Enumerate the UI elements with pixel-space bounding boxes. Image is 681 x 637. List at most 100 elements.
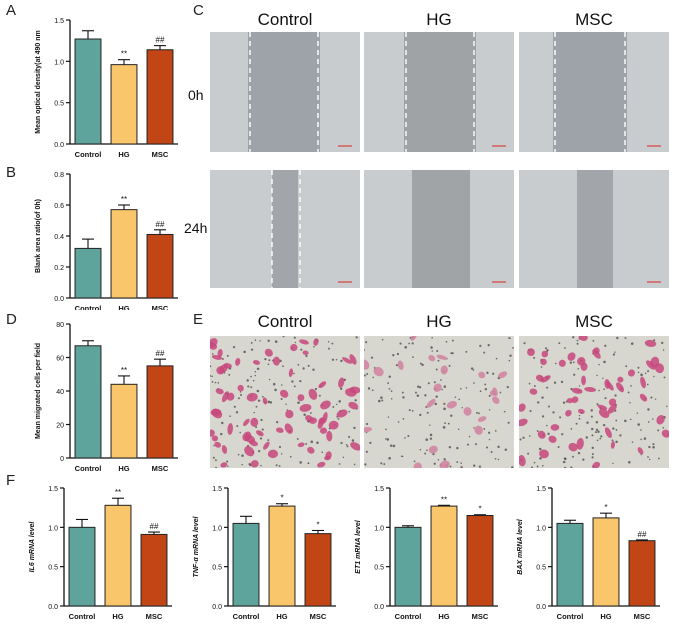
- y-tick-label: 0.5: [212, 565, 222, 572]
- membrane-pore: [371, 389, 374, 392]
- stained-cell: [413, 462, 422, 468]
- bar-msc: [146, 365, 174, 459]
- membrane-pore: [484, 388, 488, 391]
- membrane-pore: [227, 465, 229, 468]
- stained-cell: [227, 423, 233, 435]
- membrane-pore: [285, 403, 287, 406]
- membrane-pore: [615, 419, 618, 422]
- stained-cell: [264, 348, 273, 357]
- stained-cell: [235, 358, 241, 366]
- stained-cell: [250, 460, 259, 468]
- x-tick-label: Control: [233, 612, 260, 621]
- membrane-pore: [348, 410, 351, 413]
- membrane-pore: [259, 437, 263, 440]
- membrane-pore: [250, 341, 253, 344]
- stained-cell: [319, 427, 328, 434]
- bar-hg: [268, 505, 296, 607]
- stained-cell: [326, 430, 333, 442]
- bar-hg: [430, 505, 458, 607]
- membrane-pore: [433, 462, 436, 465]
- membrane-pore: [246, 379, 249, 382]
- membrane-pore: [305, 354, 308, 358]
- membrane-pore: [591, 456, 594, 459]
- scratch-micrograph-msc-0h: [519, 32, 669, 152]
- membrane-pore: [666, 405, 668, 407]
- stained-cell: [320, 400, 331, 410]
- y-tick-label: 0.0: [536, 604, 546, 611]
- membrane-pore: [419, 413, 422, 417]
- membrane-pore: [454, 396, 457, 398]
- membrane-pore: [512, 346, 514, 349]
- membrane-pore: [499, 391, 502, 394]
- membrane-pore: [419, 362, 422, 365]
- membrane-pore: [483, 351, 486, 354]
- membrane-pore: [557, 446, 560, 449]
- membrane-pore: [226, 354, 229, 357]
- membrane-pore: [595, 428, 599, 432]
- membrane-pore: [506, 385, 509, 389]
- membrane-pore: [591, 453, 594, 456]
- stained-cell: [577, 357, 586, 366]
- membrane-pore: [612, 462, 614, 465]
- membrane-pore: [214, 459, 217, 462]
- stained-cell: [308, 388, 318, 400]
- bar-control: [556, 522, 584, 607]
- stained-cell: [219, 364, 228, 373]
- membrane-pore: [616, 336, 619, 340]
- y-axis-title: TNF-α mRNA level: [193, 516, 200, 578]
- membrane-pore: [468, 435, 471, 438]
- stained-cell: [519, 455, 526, 467]
- y-tick-label: 40: [56, 389, 64, 396]
- membrane-pore: [442, 426, 446, 429]
- membrane-pore: [221, 421, 224, 425]
- membrane-pore: [370, 356, 374, 359]
- stained-cell: [364, 427, 373, 433]
- membrane-pore: [572, 336, 575, 339]
- stained-cell: [297, 442, 305, 448]
- membrane-pore: [466, 443, 470, 446]
- y-tick-label: 1.5: [48, 486, 58, 493]
- panel-e-col-msc: MSC: [575, 312, 613, 331]
- stained-cell: [548, 435, 557, 443]
- membrane-pore: [364, 463, 367, 466]
- membrane-pore: [611, 439, 614, 442]
- x-tick-label: Control: [75, 150, 102, 159]
- membrane-pore: [355, 336, 358, 339]
- bar-control: [74, 345, 102, 459]
- stained-cell: [342, 357, 352, 364]
- stained-cell: [244, 446, 255, 457]
- membrane-pore: [340, 359, 343, 363]
- membrane-pore: [433, 381, 436, 384]
- stained-cell: [324, 455, 331, 461]
- membrane-pore: [256, 389, 260, 393]
- membrane-pore: [267, 400, 271, 404]
- panel-letter-d: D: [6, 311, 17, 328]
- membrane-pore: [387, 416, 390, 418]
- significance-mark: **: [121, 366, 127, 375]
- membrane-pore: [614, 394, 617, 397]
- stained-cell: [426, 398, 436, 408]
- membrane-pore: [448, 446, 452, 449]
- membrane-pore: [657, 429, 660, 432]
- membrane-pore: [592, 339, 595, 342]
- x-tick-label: MSC: [152, 464, 169, 473]
- membrane-pore: [381, 338, 384, 341]
- stained-cell: [637, 447, 644, 455]
- membrane-pore: [236, 425, 239, 428]
- membrane-pore: [274, 388, 277, 392]
- x-tick-label: HG: [118, 304, 129, 310]
- bar-control: [394, 526, 422, 607]
- chart-f-bax: 0.0 0.5 1.0 1.5 BAX mRNA level Control * HG ## MS…: [517, 486, 660, 621]
- membrane-pore: [211, 381, 214, 383]
- panel-e-col-control: Control: [257, 312, 313, 331]
- membrane-pore: [475, 443, 478, 446]
- x-tick-label: MSC: [152, 304, 169, 310]
- membrane-pore: [612, 353, 616, 356]
- membrane-pore: [390, 390, 393, 393]
- membrane-pore: [483, 428, 486, 430]
- significance-mark: *: [316, 520, 319, 529]
- membrane-pore: [647, 408, 650, 411]
- membrane-pore: [282, 336, 285, 338]
- stained-cell: [279, 389, 289, 398]
- membrane-pore: [430, 346, 433, 349]
